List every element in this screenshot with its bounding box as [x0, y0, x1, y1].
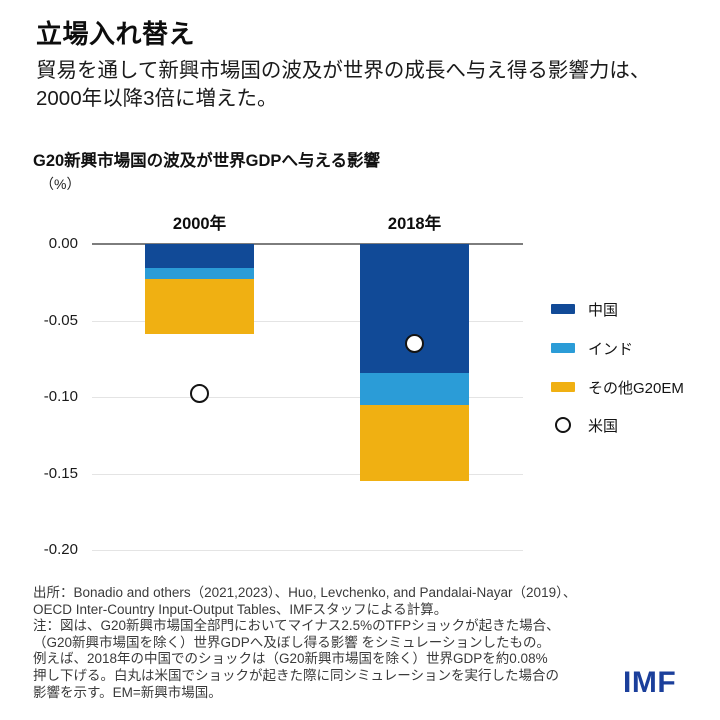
gridline [92, 397, 523, 398]
gridline [92, 320, 523, 322]
chart-title: G20新興市場国の波及が世界GDPへ与える影響 [33, 152, 380, 170]
bar-group-label: 2018年 [387, 215, 442, 233]
usa-marker-circle [190, 384, 209, 404]
footer-line-6: 押し下げる。白丸は米国でショックが起きた際に同シミュレーションを実行した場合の [33, 667, 559, 683]
bar-segment-中国 [145, 244, 254, 269]
legend-item-usa: 米国 [551, 413, 618, 437]
y-tick-label: 0.00 [48, 235, 78, 252]
legend-label-india: インド [588, 340, 634, 358]
bar-group-label: 2000年 [172, 215, 227, 233]
bar-segment-中国 [360, 244, 469, 373]
footer-line-7: 影響を示す。EM=新興市場国。 [33, 684, 222, 700]
legend-item-india: インド [551, 336, 633, 360]
other-g20em-swatch-icon [551, 382, 575, 392]
china-swatch-icon [551, 304, 575, 314]
zero-axis-line [92, 243, 523, 245]
footer-line-1: 出所：Bonadio and others（2021,2023）、Huo, Le… [33, 585, 577, 600]
bar-segment-インド [360, 372, 469, 405]
legend-label-usa: 米国 [588, 417, 619, 435]
bar-segment-インド [145, 268, 254, 280]
y-tick-label: -0.10 [43, 388, 78, 405]
footer-line-4: （G20新興市場国を除く）世界GDPへ及ぼし得る影響 をシミュレーションしたもの… [33, 634, 550, 650]
plot-area [92, 243, 523, 552]
footer-line-5: 例えば、2018年の中国でのショックは（G20新興市場国を除く）世界GDPを約0… [33, 651, 548, 667]
footer-line-3: 注：図は、G20新興市場国全部門においてマイナス2.5%のTFPショックが起きた… [33, 618, 560, 634]
bar-segment-その他G20EM [360, 404, 469, 482]
chart-unit-label: （%） [40, 176, 81, 192]
india-swatch-icon [551, 343, 575, 353]
subtitle-line-2: 2000年以降3倍に増えた。 [36, 87, 278, 110]
usa-marker-circle [405, 333, 424, 353]
imf-logo: IMF [623, 666, 677, 699]
y-tick-label: -0.15 [43, 464, 78, 482]
page-subtitle: 貿易を通して新興市場国の波及が世界の成長へ与え得る影響力は、 2000年以降3倍… [36, 57, 650, 113]
subtitle-line-1: 貿易を通して新興市場国の波及が世界の成長へ与え得る影響力は、 [36, 59, 651, 82]
legend-item-china: 中国 [551, 297, 618, 321]
bar-segment-その他G20EM [145, 279, 254, 335]
y-tick-label: -0.05 [43, 311, 78, 329]
footer-line-2: OECD Inter-Country Input-Output Tables、I… [33, 601, 448, 617]
legend-item-other-g20em: その他G20EM [551, 375, 684, 399]
page-title: 立場入れ替え [36, 19, 196, 49]
legend-label-china: 中国 [588, 301, 619, 319]
legend-label-other-g20em: その他G20EM [588, 379, 684, 397]
y-tick-label: -0.20 [43, 541, 78, 558]
source-and-notes: 出所：Bonadio and others（2021,2023）、Huo, Le… [33, 585, 633, 701]
open-circle-icon [555, 417, 571, 433]
gridline [92, 550, 523, 551]
gridline [92, 473, 523, 475]
